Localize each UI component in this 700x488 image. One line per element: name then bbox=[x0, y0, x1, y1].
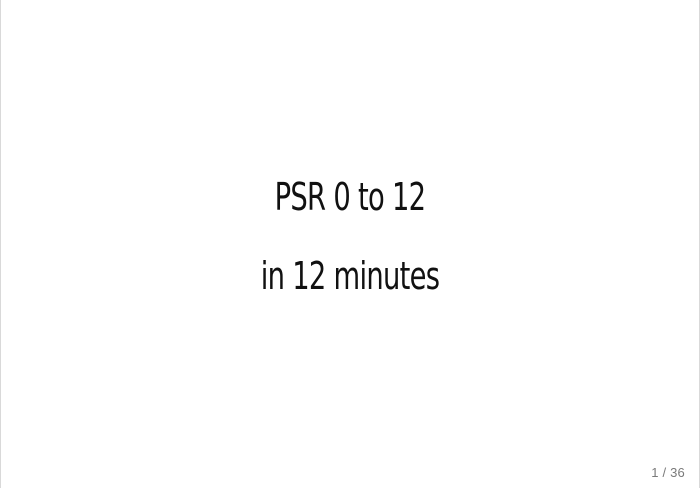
slide-title-line-1: PSR 0 to 12 bbox=[274, 175, 426, 219]
slide-page-indicator: 1 / 36 bbox=[651, 465, 685, 480]
slide-title-line-2: in 12 minutes bbox=[260, 254, 440, 298]
